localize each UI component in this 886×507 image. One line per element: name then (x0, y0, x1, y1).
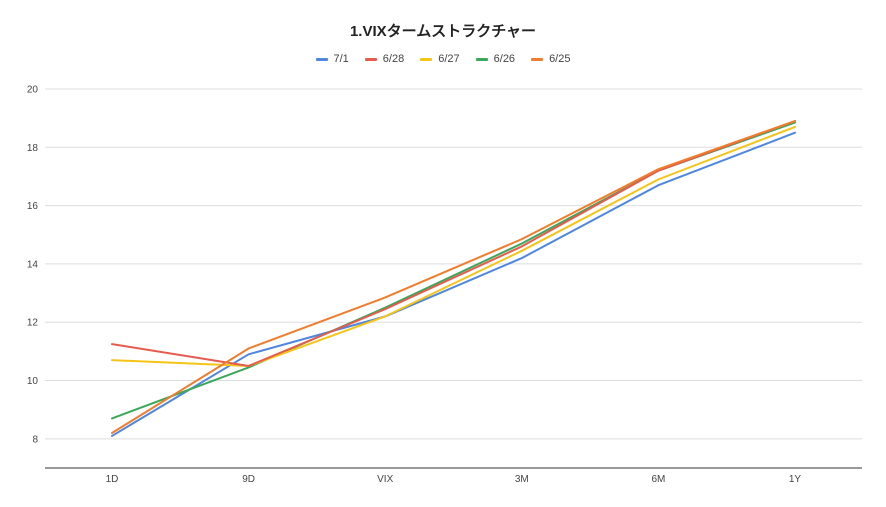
legend-label-0: 7/1 (333, 53, 349, 65)
x-tick-label: VIX (377, 474, 393, 485)
legend-swatch-3 (475, 57, 488, 61)
legend-item-4[interactable]: 6/25 (531, 53, 570, 65)
legend-label-4: 6/25 (549, 53, 571, 65)
y-tick-label: 18 (27, 143, 39, 154)
x-tick-label: 3M (515, 474, 529, 485)
legend-swatch-0 (315, 57, 328, 61)
legend-item-2[interactable]: 6/27 (420, 53, 460, 65)
legend-item-3[interactable]: 6/26 (475, 53, 516, 65)
x-tick-label: 9D (242, 474, 255, 485)
y-tick-label: 12 (27, 318, 39, 329)
y-tick-label: 20 (27, 85, 39, 96)
legend-item-1[interactable]: 6/28 (364, 53, 405, 65)
series-line-6-25[interactable] (111, 120, 796, 435)
series-line-6-27[interactable] (111, 125, 796, 367)
y-tick-label: 14 (27, 259, 39, 270)
legend-swatch-4 (531, 57, 544, 61)
y-tick-label: 16 (27, 201, 39, 212)
legend-label-1: 6/28 (382, 53, 405, 65)
legend: 7/1 6/28 6/27 6/26 6/25 (0, 53, 886, 65)
legend-swatch-1 (364, 57, 377, 61)
legend-label-3: 6/26 (493, 53, 516, 65)
legend-item-0[interactable]: 7/1 (315, 53, 349, 65)
y-tick-label: 10 (27, 376, 39, 387)
x-tick-label: 1D (106, 474, 119, 485)
x-tick-label: 6M (651, 474, 665, 485)
y-tick-label: 8 (32, 434, 38, 445)
x-tick-label: 1Y (789, 474, 802, 485)
legend-label-2: 6/27 (438, 53, 460, 65)
legend-swatch-2 (420, 57, 433, 61)
series-line-7-1[interactable] (111, 131, 796, 437)
chart-title: 1.VIXタームストラクチャー (349, 23, 537, 40)
